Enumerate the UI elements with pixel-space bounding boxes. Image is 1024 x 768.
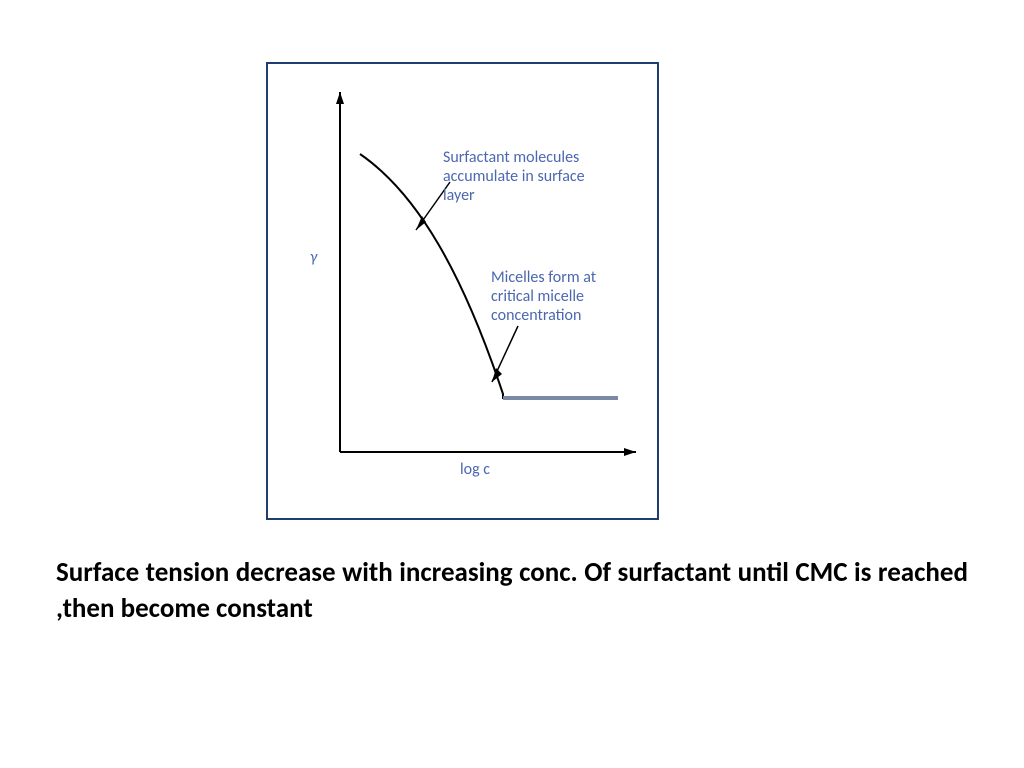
x-axis-arrow <box>624 448 636 456</box>
annotation-line: accumulate in surface <box>443 167 585 186</box>
annotation-line: layer <box>443 186 585 205</box>
annotation-micelle: Micelles form at critical micelle concen… <box>491 268 596 326</box>
figure-frame: Surfactant molecules accumulate in surfa… <box>266 62 659 520</box>
y-axis-label: γ <box>310 248 317 267</box>
caption-text: Surface tension decrease with increasing… <box>56 555 968 626</box>
plot-svg <box>268 64 657 518</box>
annotation-line: critical micelle <box>491 287 596 306</box>
x-axis-label: log c <box>460 460 490 479</box>
annotation-line: Surfactant molecules <box>443 148 585 167</box>
annotation-arrowhead-micelle <box>492 368 502 382</box>
annotation-line: concentration <box>491 306 596 325</box>
annotation-line: Micelles form at <box>491 268 596 287</box>
y-axis-arrow <box>336 92 344 104</box>
y-axis-label-text: γ <box>310 248 317 267</box>
annotation-surface-layer: Surfactant molecules accumulate in surfa… <box>443 148 585 206</box>
x-axis-label-text: log c <box>460 460 490 479</box>
